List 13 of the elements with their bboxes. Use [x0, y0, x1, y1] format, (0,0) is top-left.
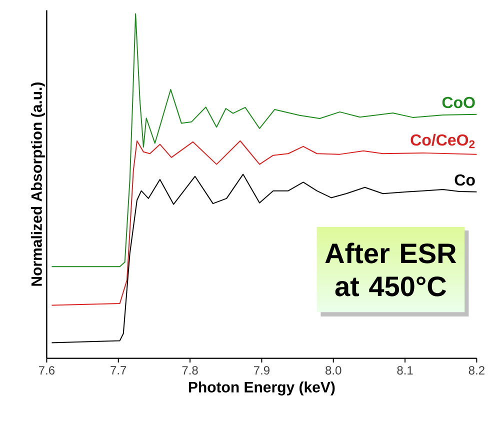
x-tick-label: 7.6: [38, 366, 55, 375]
series-label: Co: [454, 174, 475, 186]
x-tick-label: 8.2: [468, 366, 484, 375]
x-tick-label: 7.7: [110, 366, 126, 374]
annotation: After ESR at 450°C: [325, 242, 456, 296]
x-tick-label: 8.1: [397, 366, 413, 375]
series-label: CoO: [442, 96, 475, 108]
y-axis-title: Normalized Absorption (a.u.): [30, 82, 45, 286]
x-axis-title: Photon Energy (keV): [188, 381, 335, 396]
series-label: Co/CeO$_{2}$: [410, 134, 475, 148]
x-tick-label: 7.8: [182, 366, 198, 375]
x-tick-label: 8.0: [326, 366, 342, 375]
x-tick-label: 7.9: [254, 366, 270, 375]
